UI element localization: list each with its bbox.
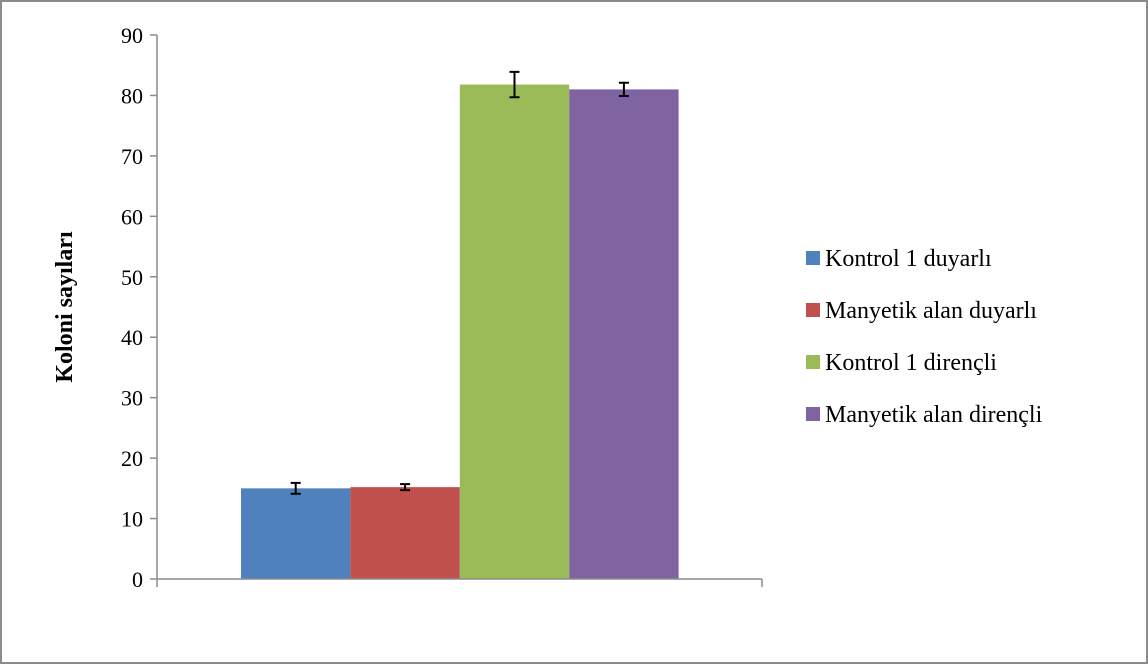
y-tick-label: 90	[121, 23, 143, 48]
legend-label-2: Manyetik alan duyarlı	[825, 298, 1037, 324]
bar-3	[459, 84, 570, 579]
bars	[241, 84, 679, 580]
y-tick-label: 20	[121, 446, 143, 471]
y-tick-label: 0	[132, 567, 143, 592]
y-tick-label: 60	[121, 204, 143, 229]
legend-swatch-4	[806, 407, 820, 421]
legend-swatch-2	[806, 303, 820, 317]
legend-label-3: Kontrol 1 dirençli	[825, 350, 997, 376]
y-axis-title: Koloni sayıları	[52, 231, 78, 383]
legend-swatch-1	[806, 251, 820, 265]
y-axis-ticks: 0 10 20 30 40 50 60 70 80 90	[121, 23, 763, 592]
bar-4	[569, 89, 679, 580]
legend-label-1: Kontrol 1 duyarlı	[825, 246, 992, 272]
y-tick-label: 10	[121, 507, 143, 532]
y-tick-label: 30	[121, 386, 143, 411]
y-tick-label: 50	[121, 265, 143, 290]
error-bars	[290, 70, 629, 495]
legend: Kontrol 1 duyarlı Manyetik alan duyarlı Ko…	[806, 246, 1043, 428]
y-tick-label: 80	[121, 83, 143, 108]
legend-label-4: Manyetik alan dirençli	[825, 402, 1043, 428]
bar-1	[241, 488, 351, 579]
bar-2	[350, 487, 460, 579]
y-tick-label: 70	[121, 144, 143, 169]
legend-swatch-3	[806, 355, 820, 369]
y-tick-label: 40	[121, 325, 143, 350]
